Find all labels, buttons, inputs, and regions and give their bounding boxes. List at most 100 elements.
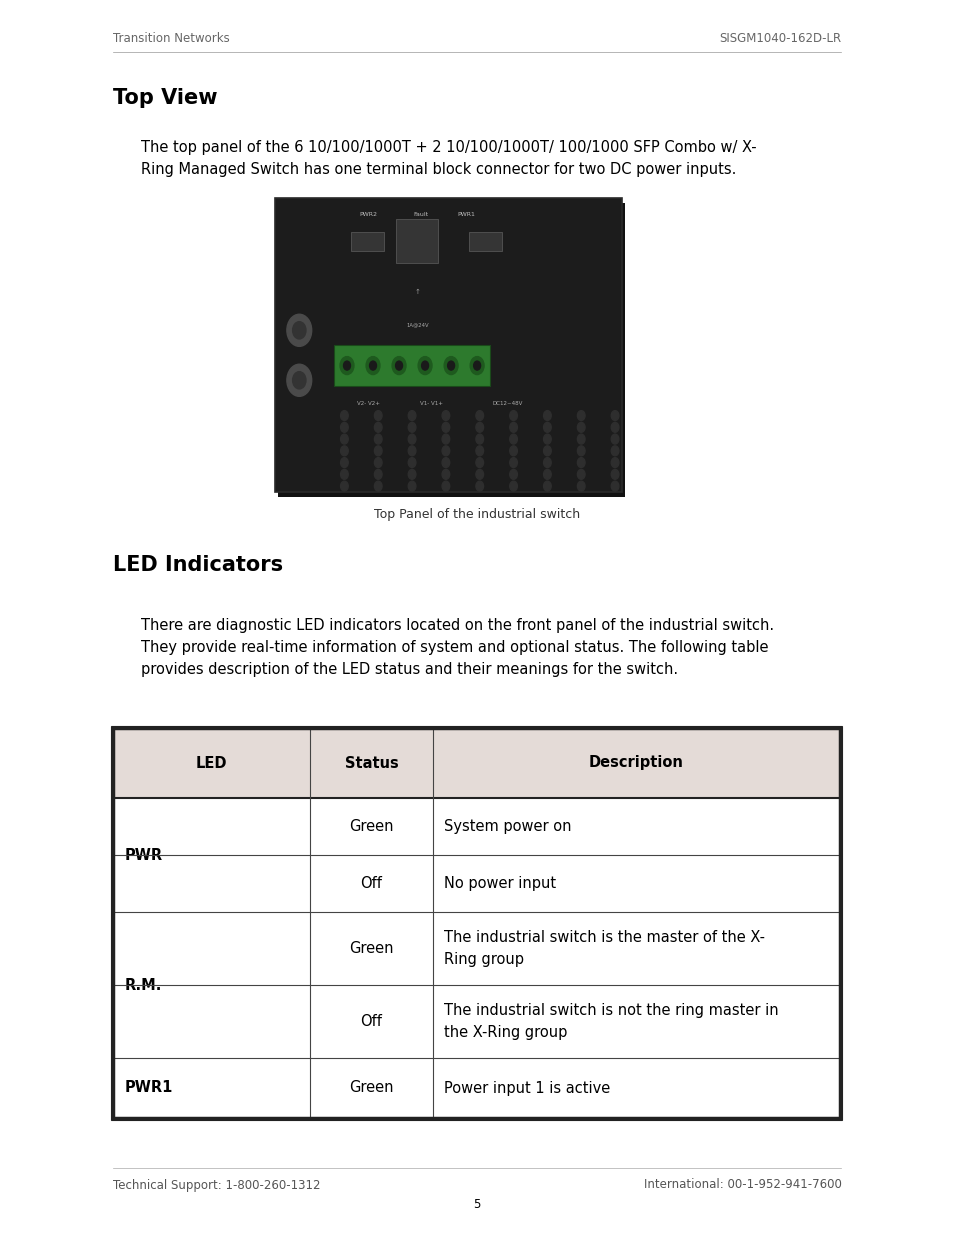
Circle shape <box>343 361 350 370</box>
Text: Technical Support: 1-800-260-1312: Technical Support: 1-800-260-1312 <box>112 1178 320 1192</box>
Text: ↑: ↑ <box>414 289 419 295</box>
Text: Off: Off <box>360 876 382 890</box>
Circle shape <box>374 422 381 432</box>
Circle shape <box>577 458 584 468</box>
Circle shape <box>441 446 449 456</box>
Text: Green: Green <box>349 941 394 956</box>
Circle shape <box>476 435 483 445</box>
Text: They provide real-time information of system and optional status. The following : They provide real-time information of sy… <box>141 640 768 655</box>
Circle shape <box>577 482 584 492</box>
Circle shape <box>473 361 480 370</box>
Circle shape <box>408 410 416 420</box>
Circle shape <box>374 446 381 456</box>
Circle shape <box>369 361 376 370</box>
Circle shape <box>441 469 449 479</box>
Circle shape <box>611 410 618 420</box>
Circle shape <box>441 422 449 432</box>
Circle shape <box>287 314 312 346</box>
Circle shape <box>340 458 348 468</box>
Text: Transition Networks: Transition Networks <box>112 32 229 44</box>
Text: DC12~48V: DC12~48V <box>492 401 522 406</box>
Circle shape <box>340 410 348 420</box>
Circle shape <box>417 357 432 374</box>
Circle shape <box>509 469 517 479</box>
Text: Top Panel of the industrial switch: Top Panel of the industrial switch <box>374 508 579 521</box>
Circle shape <box>441 458 449 468</box>
Circle shape <box>421 361 428 370</box>
Circle shape <box>476 482 483 492</box>
Text: System power on: System power on <box>444 819 572 834</box>
Bar <box>112 727 840 798</box>
Circle shape <box>543 410 551 420</box>
Circle shape <box>476 458 483 468</box>
Text: Top View: Top View <box>112 88 217 107</box>
Circle shape <box>611 422 618 432</box>
Circle shape <box>476 422 483 432</box>
Text: There are diagnostic LED indicators located on the front panel of the industrial: There are diagnostic LED indicators loca… <box>141 618 774 634</box>
Circle shape <box>441 435 449 445</box>
Circle shape <box>441 410 449 420</box>
Circle shape <box>447 361 454 370</box>
Circle shape <box>408 469 416 479</box>
Circle shape <box>408 446 416 456</box>
Circle shape <box>611 482 618 492</box>
Text: PWR2: PWR2 <box>359 211 377 216</box>
Text: Off: Off <box>360 1014 382 1029</box>
Circle shape <box>611 446 618 456</box>
Circle shape <box>611 469 618 479</box>
Circle shape <box>374 482 381 492</box>
Circle shape <box>543 446 551 456</box>
Circle shape <box>611 458 618 468</box>
Text: Green: Green <box>349 819 394 834</box>
Text: The top panel of the 6 10/100/1000T + 2 10/100/1000T/ 100/1000 SFP Combo w/ X-: The top panel of the 6 10/100/1000T + 2 … <box>141 140 756 156</box>
Circle shape <box>293 321 306 338</box>
Text: Description: Description <box>588 756 683 771</box>
Circle shape <box>408 458 416 468</box>
Bar <box>351 232 384 251</box>
Text: Power input 1 is active: Power input 1 is active <box>444 1081 610 1095</box>
Circle shape <box>374 435 381 445</box>
Circle shape <box>509 446 517 456</box>
Circle shape <box>476 469 483 479</box>
Text: Status: Status <box>344 756 398 771</box>
Text: No power input: No power input <box>444 876 556 890</box>
Text: 1A@24V: 1A@24V <box>406 322 428 327</box>
Circle shape <box>577 446 584 456</box>
Text: PWR1: PWR1 <box>456 211 475 216</box>
Text: R.M.: R.M. <box>124 977 162 993</box>
Circle shape <box>577 422 584 432</box>
Circle shape <box>509 435 517 445</box>
Bar <box>469 232 502 251</box>
Bar <box>277 203 624 496</box>
Circle shape <box>408 422 416 432</box>
Circle shape <box>374 458 381 468</box>
Circle shape <box>509 482 517 492</box>
Circle shape <box>340 422 348 432</box>
Bar <box>111 725 841 1120</box>
Text: The industrial switch is not the ring master in
the X-Ring group: The industrial switch is not the ring ma… <box>444 1003 779 1040</box>
Circle shape <box>577 410 584 420</box>
Circle shape <box>287 364 312 396</box>
Text: International: 00-1-952-941-7600: International: 00-1-952-941-7600 <box>643 1178 841 1192</box>
Text: provides description of the LED status and their meanings for the switch.: provides description of the LED status a… <box>141 662 678 677</box>
Text: PWR: PWR <box>124 847 162 862</box>
Circle shape <box>340 446 348 456</box>
Text: Fault: Fault <box>413 211 428 216</box>
Circle shape <box>543 469 551 479</box>
Circle shape <box>441 482 449 492</box>
Circle shape <box>444 357 457 374</box>
Circle shape <box>543 435 551 445</box>
Circle shape <box>577 469 584 479</box>
Text: The industrial switch is the master of the X-
Ring group: The industrial switch is the master of t… <box>444 930 764 967</box>
Circle shape <box>374 410 381 420</box>
Circle shape <box>374 469 381 479</box>
Bar <box>112 727 840 1118</box>
Circle shape <box>611 435 618 445</box>
Circle shape <box>395 361 402 370</box>
Circle shape <box>509 422 517 432</box>
Text: Ring Managed Switch has one terminal block connector for two DC power inputs.: Ring Managed Switch has one terminal blo… <box>141 162 736 177</box>
Circle shape <box>577 435 584 445</box>
Circle shape <box>366 357 379 374</box>
Circle shape <box>543 458 551 468</box>
Bar <box>334 345 490 387</box>
